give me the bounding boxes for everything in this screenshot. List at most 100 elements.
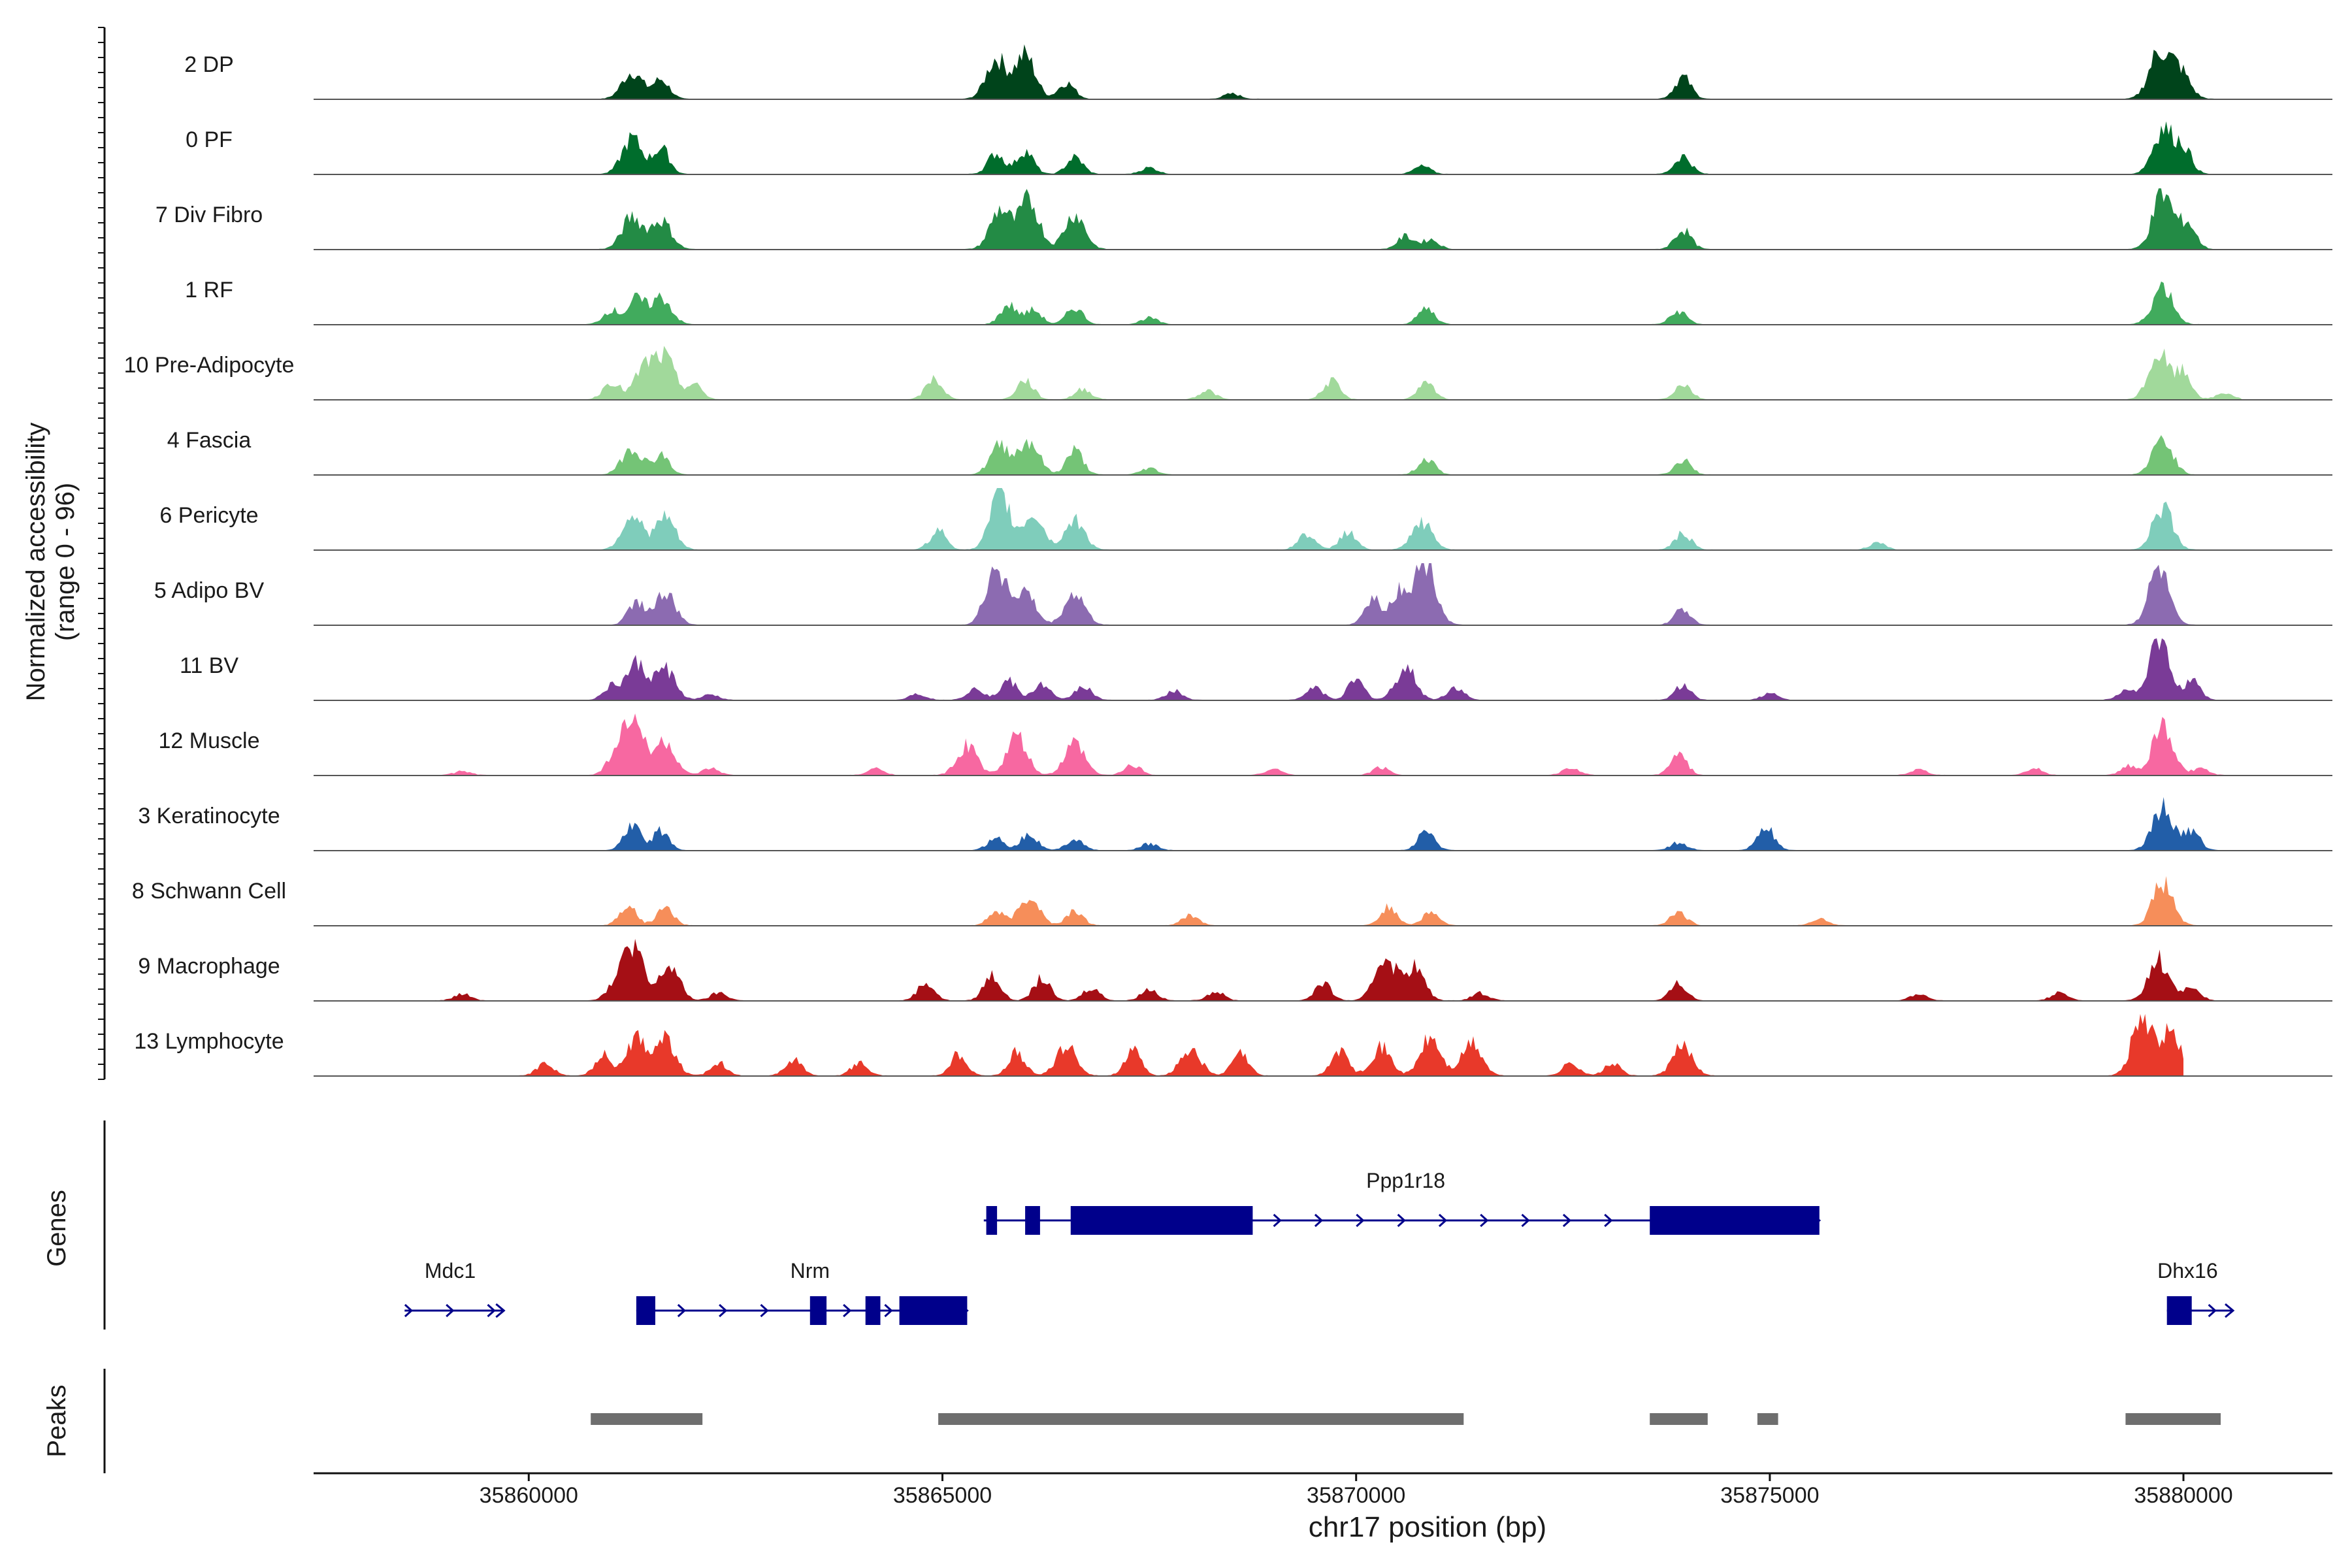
gene-mdc1: Mdc1 <box>404 1259 506 1318</box>
track-label: 13 Lymphocyte <box>134 1029 284 1054</box>
strand-arrow-icon <box>760 1303 769 1318</box>
track-label: 4 Fascia <box>167 428 252 453</box>
track-label: 8 Schwann Cell <box>132 879 286 904</box>
track-13-lymphocyte: 13 Lymphocyte <box>134 1014 2332 1077</box>
gene-exon <box>865 1296 881 1325</box>
track-signal <box>495 188 2233 250</box>
gene-dhx16: Dhx16 <box>2157 1259 2235 1325</box>
strand-arrow-icon <box>446 1303 455 1318</box>
gene-label: Nrm <box>791 1259 830 1282</box>
gene-exon <box>809 1296 827 1325</box>
genes-panel-label: Genes <box>42 1190 71 1267</box>
track-signal <box>495 435 2233 475</box>
strand-arrow-icon <box>404 1303 414 1318</box>
track-9-macrophage: 9 Macrophage <box>138 939 2332 1002</box>
x-tick-label: 35875000 <box>1720 1483 1819 1508</box>
gene-exon <box>986 1206 998 1235</box>
track-0-pf: 0 PF <box>186 121 2332 175</box>
gene-exon <box>1650 1206 1820 1235</box>
strand-arrow-icon <box>1604 1213 1613 1228</box>
x-tick-label: 35865000 <box>893 1483 992 1508</box>
track-signal <box>495 875 2233 926</box>
peak-region <box>1757 1413 1778 1425</box>
x-tick-label: 35860000 <box>480 1483 578 1508</box>
track-label: 10 Pre-Adipocyte <box>124 353 295 378</box>
track-signal <box>446 638 2242 700</box>
track-1-rf: 1 RF <box>185 278 2332 325</box>
track-signal <box>495 488 2233 550</box>
track-label: 11 BV <box>180 653 238 678</box>
gene-exon <box>2166 1296 2192 1325</box>
strand-arrow-icon <box>2225 1303 2235 1318</box>
y-axis-subtitle: (range 0 - 96) <box>51 483 80 641</box>
track-signal <box>495 797 2233 851</box>
coverage-tracks: 2 DP 0 PF 7 Div Fibro 1 RF 10 Pre-Adipocyte 4… <box>124 44 2332 1077</box>
strand-arrow-icon <box>1356 1213 1365 1228</box>
gene-label: Dhx16 <box>2157 1259 2218 1282</box>
gene-exon <box>1070 1206 1253 1235</box>
gene-ppp1r18: Ppp1r18 <box>983 1169 1821 1235</box>
strand-arrow-icon <box>719 1303 728 1318</box>
strand-arrow-icon <box>677 1303 687 1318</box>
strand-arrow-icon <box>1521 1213 1530 1228</box>
gene-label: Mdc1 <box>425 1259 476 1282</box>
peaks-panel-label: Peaks <box>42 1384 71 1457</box>
strand-arrow-icon <box>1397 1213 1406 1228</box>
track-signal <box>396 939 2233 1001</box>
track-signal <box>446 346 2242 400</box>
track-signal <box>396 713 2233 776</box>
track-7-div-fibro: 7 Div Fibro <box>155 188 2332 250</box>
track-signal <box>504 1014 2183 1076</box>
track-label: 2 DP <box>184 52 234 77</box>
track-4-fascia: 4 Fascia <box>167 428 2332 476</box>
peaks-panel <box>103 1369 2221 1473</box>
y-axis <box>98 27 106 1080</box>
strand-arrow-icon <box>1273 1213 1282 1228</box>
track-label: 12 Muscle <box>159 728 260 753</box>
track-10-pre-adipocyte: 10 Pre-Adipocyte <box>124 346 2332 400</box>
peak-region <box>2125 1413 2221 1425</box>
track-signal <box>495 281 2233 325</box>
track-12-muscle: 12 Muscle <box>159 713 2332 776</box>
strand-arrow-icon <box>2208 1303 2217 1318</box>
track-label: 3 Keratinocyte <box>138 804 280 828</box>
track-6-pericyte: 6 Pericyte <box>159 488 2332 551</box>
strand-arrow-icon <box>1314 1213 1324 1228</box>
track-label: 9 Macrophage <box>138 954 280 979</box>
track-label: 5 Adipo BV <box>154 578 265 603</box>
genes-panel: Ppp1r18 Mdc1 Nrm Dhx16 <box>103 1120 2235 1330</box>
track-2-dp: 2 DP <box>184 44 2332 100</box>
peak-region <box>938 1413 1464 1425</box>
gene-exon <box>1025 1206 1040 1235</box>
x-axis: 35860000 35865000 35870000 35875000 35880000 <box>314 1472 2332 1508</box>
strand-arrow-icon <box>843 1303 852 1318</box>
gene-exon <box>636 1296 655 1325</box>
strand-arrow-icon <box>487 1303 496 1318</box>
track-label: 0 PF <box>186 127 233 152</box>
track-3-keratinocyte: 3 Keratinocyte <box>138 797 2332 851</box>
track-label: 6 Pericyte <box>159 503 258 528</box>
gene-nrm: Nrm <box>636 1259 969 1325</box>
track-label: 1 RF <box>185 278 233 302</box>
track-signal <box>495 44 2233 99</box>
strand-arrow-icon <box>495 1303 506 1318</box>
track-5-adipo-bv: 5 Adipo BV <box>154 563 2332 626</box>
track-signal <box>495 121 2233 174</box>
gene-exon <box>899 1296 968 1325</box>
track-11-bv: 11 BV <box>180 638 2332 701</box>
strand-arrow-icon <box>1562 1213 1572 1228</box>
strand-arrow-icon <box>884 1303 893 1318</box>
gene-label: Ppp1r18 <box>1366 1169 1445 1192</box>
strand-arrow-icon <box>1480 1213 1489 1228</box>
y-axis-title: Normalized accessibility <box>22 423 50 702</box>
x-tick-label: 35880000 <box>2134 1483 2232 1508</box>
track-8-schwann-cell: 8 Schwann Cell <box>132 875 2332 926</box>
strand-arrow-icon <box>1438 1213 1448 1228</box>
peak-region <box>1650 1413 1708 1425</box>
track-label: 7 Div Fibro <box>155 203 263 227</box>
x-axis-title: chr17 position (bp) <box>1309 1511 1546 1543</box>
peak-region <box>591 1413 703 1425</box>
track-signal <box>495 563 2233 625</box>
x-tick-label: 35870000 <box>1307 1483 1405 1508</box>
